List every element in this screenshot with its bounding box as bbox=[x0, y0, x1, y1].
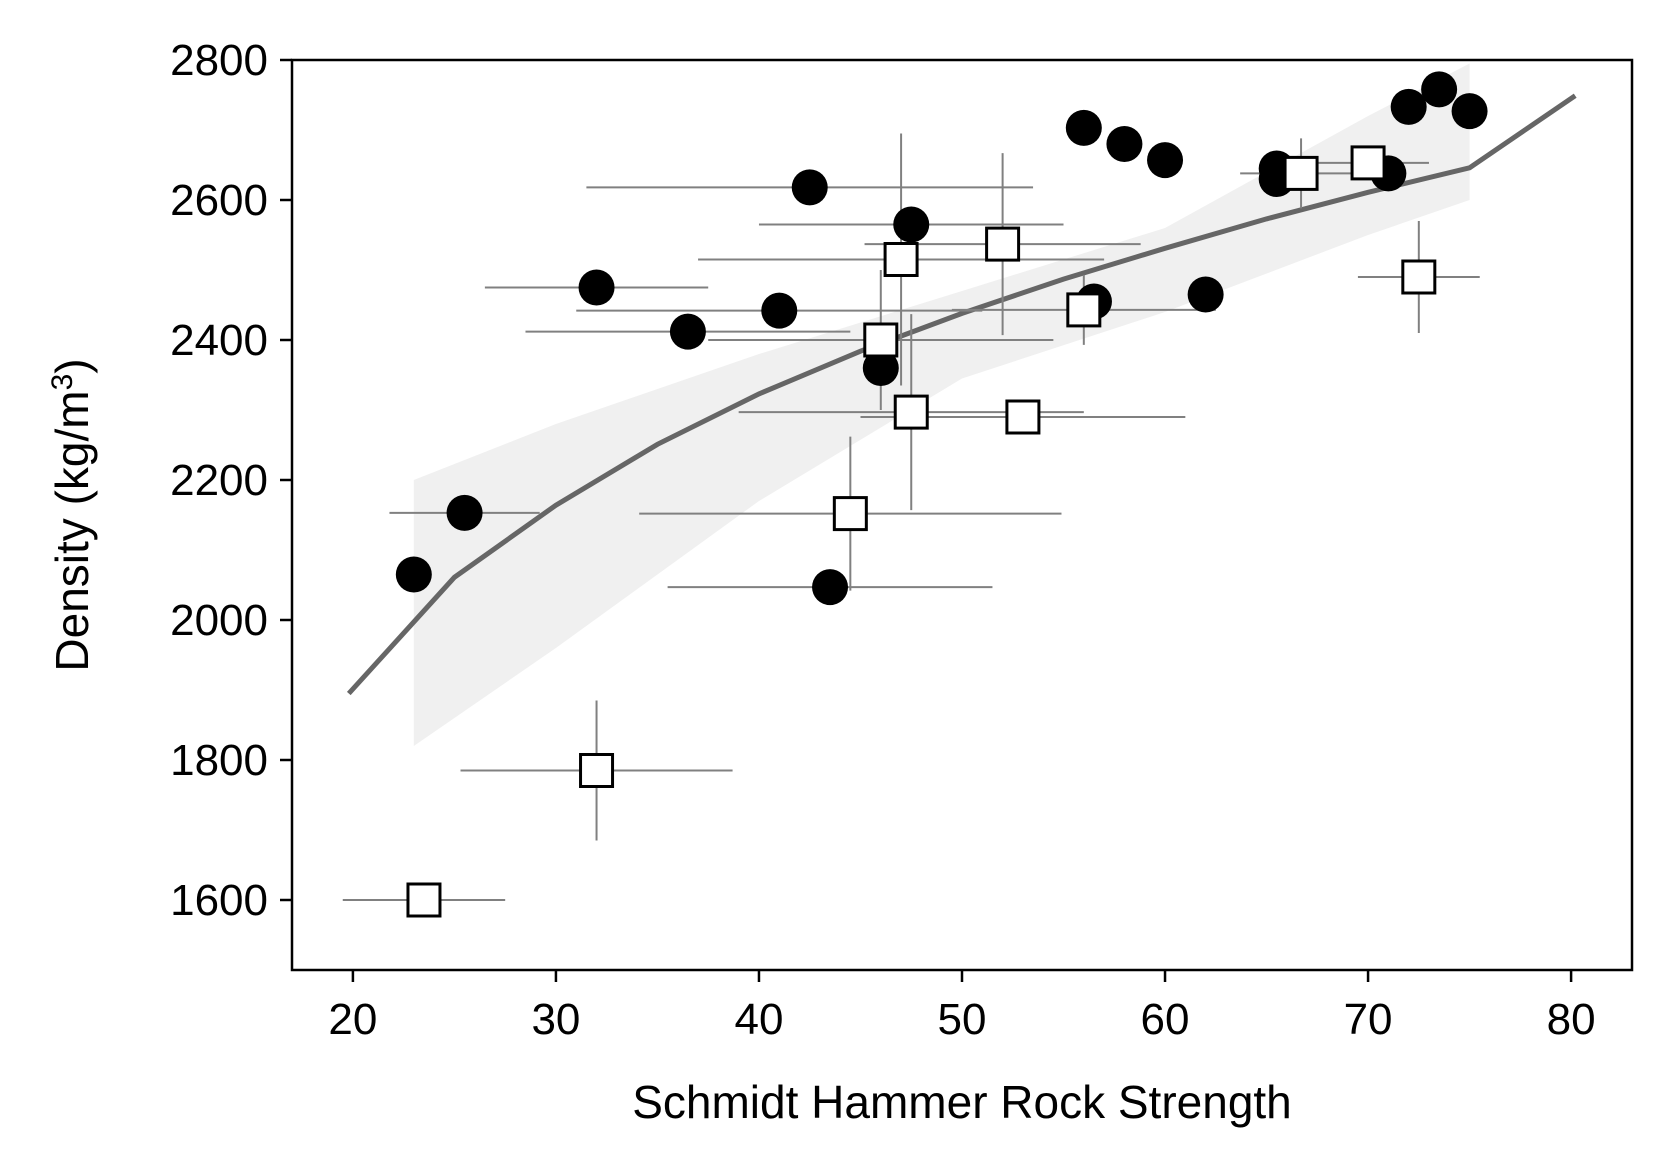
data-point-circle bbox=[1421, 71, 1458, 108]
data-point-circle bbox=[1147, 142, 1184, 179]
y-tick-label: 1800 bbox=[170, 736, 268, 785]
data-point-circle bbox=[1187, 276, 1224, 313]
data-point-square bbox=[863, 322, 899, 358]
data-point-square bbox=[406, 882, 442, 918]
data-point-square bbox=[883, 242, 919, 277]
data-point-circle bbox=[1390, 88, 1427, 125]
data-point-circle bbox=[1065, 109, 1102, 146]
x-tick-label: 50 bbox=[938, 995, 987, 1044]
x-tick-label: 40 bbox=[734, 995, 783, 1044]
y-axis-title: Density (kg/m3) bbox=[46, 358, 99, 671]
data-point-circle bbox=[395, 556, 432, 593]
y-axis-title-close: ) bbox=[46, 358, 98, 373]
y-axis-title-main: Density (kg/m bbox=[46, 390, 98, 671]
data-point-square bbox=[1005, 399, 1041, 435]
x-tick-label: 60 bbox=[1141, 995, 1190, 1044]
data-point-square bbox=[579, 753, 615, 788]
data-point-circle bbox=[862, 350, 899, 386]
data-point-square bbox=[893, 394, 929, 430]
data-point-circle bbox=[761, 292, 798, 329]
x-axis-ticks: 20 30 40 50 60 70 80 bbox=[328, 970, 1596, 1044]
data-points-layer bbox=[395, 71, 1488, 918]
data-point-circle bbox=[578, 269, 615, 306]
y-tick-label: 2200 bbox=[170, 456, 268, 505]
data-point-circle bbox=[446, 494, 483, 531]
y-axis-title-sup: 3 bbox=[46, 374, 79, 391]
data-point-circle bbox=[669, 313, 706, 350]
data-point-square bbox=[1066, 292, 1102, 328]
y-axis-ticks: 1600 1800 2000 2200 2400 2600 2800 bbox=[170, 36, 292, 925]
x-axis-title: Schmidt Hammer Rock Strength bbox=[632, 1076, 1292, 1128]
x-tick-label: 30 bbox=[531, 995, 580, 1044]
data-point-square bbox=[1401, 259, 1437, 295]
data-point-circle bbox=[893, 206, 930, 243]
x-tick-label: 70 bbox=[1344, 995, 1393, 1044]
data-point-circle bbox=[1451, 93, 1488, 130]
data-point-square bbox=[832, 496, 868, 532]
fit-curve-layer bbox=[346, 93, 1577, 696]
data-point-circle bbox=[812, 569, 849, 606]
y-tick-label: 2400 bbox=[170, 316, 268, 365]
y-tick-label: 2800 bbox=[170, 36, 268, 85]
data-point-square bbox=[1283, 155, 1319, 191]
data-point-square bbox=[1350, 145, 1386, 181]
data-point-circle bbox=[1106, 126, 1143, 162]
data-point-square bbox=[985, 226, 1021, 262]
x-tick-label: 20 bbox=[328, 995, 377, 1044]
x-tick-label: 80 bbox=[1547, 995, 1596, 1044]
y-tick-label: 2000 bbox=[170, 596, 268, 645]
fit-curve bbox=[346, 93, 1577, 696]
y-tick-label: 2600 bbox=[170, 176, 268, 225]
data-point-circle bbox=[791, 169, 828, 206]
y-tick-label: 1600 bbox=[170, 876, 268, 925]
